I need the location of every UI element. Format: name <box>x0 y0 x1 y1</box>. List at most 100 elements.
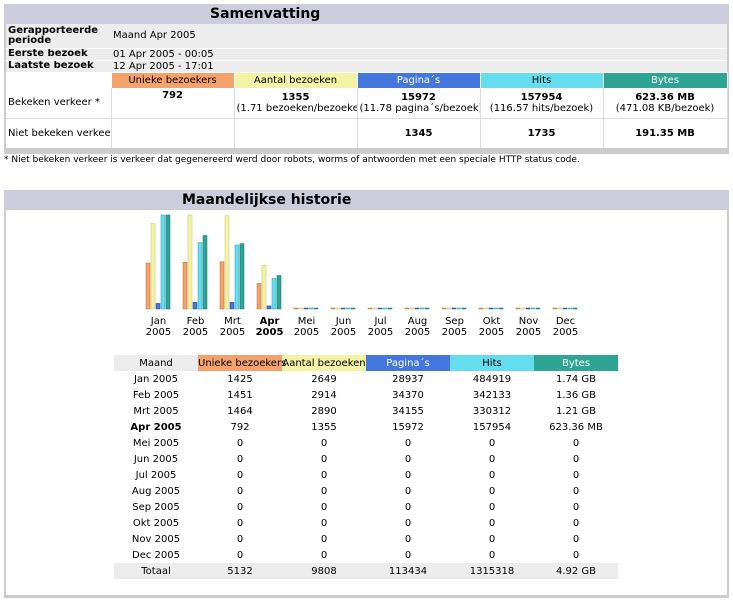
chart-bar-hits <box>345 307 351 310</box>
history-total-row: Totaal 5132 9808 113434 1315318 4.92 GB <box>114 563 618 579</box>
history-cell-unique: 0 <box>236 437 244 449</box>
chart-month-year: 2005 <box>515 327 542 338</box>
chart-bar-pagina-s <box>488 307 494 310</box>
chart-bar-unieke-bezoekers <box>515 307 521 310</box>
history-cell-bytes: 0 <box>572 533 580 545</box>
chart-bar-unieke-bezoekers <box>293 307 299 310</box>
history-cell-hits: 342133 <box>472 389 512 401</box>
footnote: * Niet bekeken verkeer is verkeer dat ge… <box>4 155 580 165</box>
history-cell-unique: 0 <box>236 517 244 529</box>
history-cell-visits: 0 <box>320 453 328 465</box>
chart-month-year: 2005 <box>478 327 505 338</box>
chart-month-label: Nov 2005 <box>510 316 547 338</box>
chart-month-labels: Jan 2005 Feb 2005 Mrt 2005 Apr 2005 Mei 2005 Jun 20… <box>140 316 590 340</box>
history-header-unique: Unieke bezoekers <box>198 355 286 371</box>
history-cell-pages: 34370 <box>392 389 424 401</box>
history-cell-pages: 0 <box>404 501 412 513</box>
history-cell-visits: 0 <box>320 469 328 481</box>
chart-bar-pagina-s <box>525 307 531 310</box>
chart-bar-unieke-bezoekers <box>145 262 151 310</box>
history-cell-hits: 0 <box>488 533 496 545</box>
chart-bar-unieke-bezoekers <box>367 307 373 310</box>
history-cell-bytes: 0 <box>572 517 580 529</box>
chart-month-label: Feb 2005 <box>177 316 214 338</box>
history-panel: Maandelijkse historie <box>4 190 729 598</box>
chart-month-year: 2005 <box>182 327 209 338</box>
history-cell-visits: 2914 <box>311 389 337 401</box>
history-cell-unique: 792 <box>230 421 250 433</box>
chart-month-name: Feb <box>186 316 205 327</box>
chart-bar-unieke-bezoekers <box>330 307 336 310</box>
history-cell-month: Jan 2005 <box>133 373 179 385</box>
chart-bar-pagina-s <box>562 307 568 310</box>
seen-visits-value: 1355 <box>281 91 310 103</box>
history-row: Jul 2005 0 0 0 0 0 <box>114 467 618 483</box>
history-total-visits: 9808 <box>282 563 366 579</box>
history-cell-pages: 0 <box>404 453 412 465</box>
history-cell-hits: 0 <box>488 549 496 561</box>
chart-bar-unieke-bezoekers <box>552 307 558 310</box>
history-cell-pages: 0 <box>404 485 412 497</box>
chart-month-year: 2005 <box>552 327 579 338</box>
chart-bar-pagina-s <box>451 307 457 310</box>
history-header-bytes: Bytes <box>534 355 618 371</box>
history-cell-bytes: 0 <box>572 485 580 497</box>
chart-bar-unieke-bezoekers <box>182 261 188 310</box>
history-cell-unique: 0 <box>236 485 244 497</box>
chart-month-name: Aug <box>407 316 428 327</box>
history-row: Apr 2005 792 1355 15972 157954 623.36 MB <box>114 419 618 435</box>
history-cell-pages: 28937 <box>392 373 424 385</box>
history-cell-unique: 0 <box>236 533 244 545</box>
chart-bar-bytes <box>239 243 245 310</box>
history-cell-month: Sep 2005 <box>132 501 180 513</box>
last-visit-label: Laatste bezoek <box>6 60 111 73</box>
chart-bar-bytes <box>350 307 356 310</box>
chart-bar-aantal-bezoeken <box>335 307 341 310</box>
unseen-unique <box>111 118 235 148</box>
seen-traffic-label: Bekeken verkeer * <box>6 88 112 119</box>
chart-bar-aantal-bezoeken <box>446 307 452 310</box>
history-cell-unique: 0 <box>236 549 244 561</box>
history-total-bytes: 4.92 GB <box>534 563 618 579</box>
history-cell-unique: 0 <box>236 469 244 481</box>
chart-month-year: 2005 <box>293 327 320 338</box>
chart-bar-bytes <box>165 214 171 310</box>
history-header-visits: Aantal bezoeken <box>282 355 366 371</box>
history-row: Mrt 2005 1464 2890 34155 330312 1.21 GB <box>114 403 618 419</box>
seen-hits-value: 157954 <box>520 91 563 103</box>
history-row: Feb 2005 1451 2914 34370 342133 1.36 GB <box>114 387 618 403</box>
chart-bar-pagina-s <box>229 302 235 310</box>
history-cell-visits: 0 <box>320 517 328 529</box>
chart-month-year: 2005 <box>404 327 431 338</box>
history-table: Maand Unieke bezoekers Aantal bezoeken P… <box>114 355 618 579</box>
seen-hits-sub: (116.57 hits/bezoek) <box>489 102 594 114</box>
chart-bar-hits <box>197 242 203 310</box>
chart-month-label: Sep 2005 <box>436 316 473 338</box>
chart-bar-hits <box>160 214 166 310</box>
seen-unique: 792 <box>111 88 235 119</box>
chart-month-label: Mrt 2005 <box>214 316 251 338</box>
history-cell-pages: 0 <box>404 533 412 545</box>
chart-month-name: Sep <box>445 316 464 327</box>
history-cell-pages: 15972 <box>392 421 424 433</box>
chart-month-label: Jan 2005 <box>140 316 177 338</box>
chart-bar-hits <box>419 307 425 310</box>
history-cell-bytes: 0 <box>572 549 580 561</box>
history-row: Mei 2005 0 0 0 0 0 <box>114 435 618 451</box>
header-bytes: Bytes <box>603 72 728 88</box>
history-cell-pages: 34155 <box>392 405 424 417</box>
history-header-pages: Pagina´s <box>366 355 450 371</box>
history-title: Maandelijkse historie <box>4 190 729 210</box>
history-cell-month: Apr 2005 <box>130 421 182 433</box>
chart-bar-bytes <box>572 307 578 310</box>
seen-bytes-sub: (471.08 KB/bezoek) <box>615 102 715 114</box>
history-cell-pages: 0 <box>404 437 412 449</box>
chart-bar-aantal-bezoeken <box>372 307 378 310</box>
chart-bar-hits <box>493 307 499 310</box>
chart-bar-aantal-bezoeken <box>261 265 267 310</box>
chart-bar-bytes <box>461 307 467 310</box>
chart-bar-pagina-s <box>266 305 272 310</box>
history-cell-bytes: 1.74 GB <box>555 373 597 385</box>
chart-month-year: 2005 <box>145 327 172 338</box>
history-total-unique: 5132 <box>198 563 282 579</box>
